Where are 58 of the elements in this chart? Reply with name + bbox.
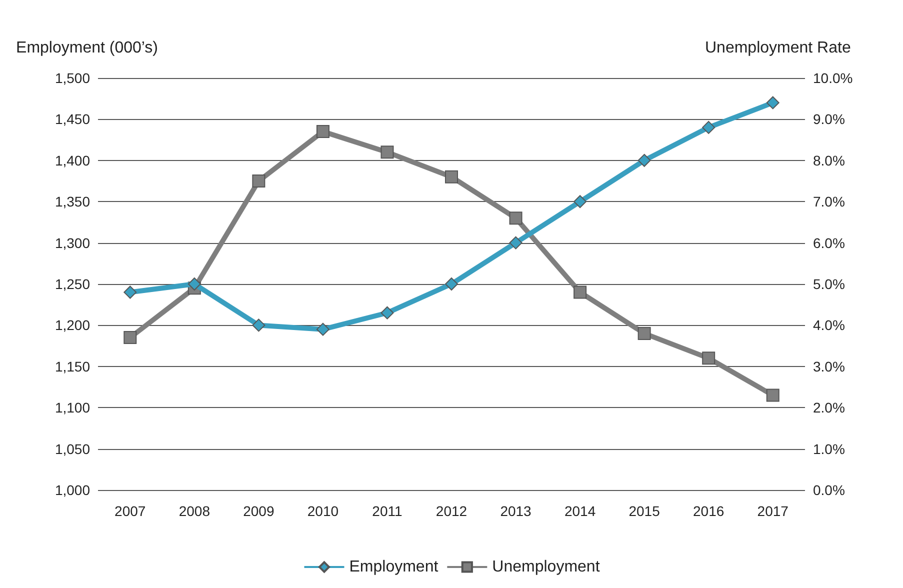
point	[509, 212, 522, 225]
y-tick-label: 1,300	[54, 234, 90, 251]
point	[702, 120, 716, 134]
y-tick-label: 1,000	[54, 482, 90, 498]
x-tick-label: 2017	[757, 503, 789, 519]
x-tick-label: 2008	[178, 503, 210, 519]
x-tick-label: 2015	[628, 503, 660, 519]
y-tick-label: 1,200	[54, 317, 90, 334]
point	[574, 286, 587, 299]
y2-tick-label: 4.0%	[813, 317, 845, 334]
x-tick-label: 2016	[693, 503, 724, 519]
point	[509, 236, 522, 250]
point	[316, 322, 330, 336]
x-tick-label: 2009	[243, 503, 274, 519]
point	[766, 96, 780, 110]
y2-tick-label: 2.0%	[813, 400, 845, 416]
point	[766, 388, 780, 402]
y2-tick-label: 10.0%	[813, 70, 853, 86]
y-tick-label: 1,150	[54, 358, 90, 374]
y2-tick-label: 8.0%	[813, 152, 845, 168]
point	[702, 352, 716, 365]
point	[638, 326, 651, 340]
y2-axis-title: Unemployment Rate	[705, 40, 851, 56]
x-tick-label: 2012	[436, 503, 468, 519]
y2-tick-label: 0.0%	[813, 482, 845, 498]
y2-tick-label: 6.0%	[813, 234, 845, 251]
point	[445, 170, 458, 184]
legend-label: Employment	[349, 558, 439, 576]
y2-tick-label: 7.0%	[813, 194, 845, 210]
x-tick-label: 2011	[372, 503, 402, 519]
point	[124, 286, 137, 299]
x-tick-label: 2014	[564, 503, 596, 519]
point	[252, 318, 266, 332]
legend-label: Unemployment	[492, 558, 600, 576]
point	[380, 306, 394, 320]
x-tick-label: 2010	[307, 503, 339, 519]
y-tick-label: 1,250	[54, 276, 90, 292]
point	[252, 174, 266, 188]
x-tick-label: 2007	[114, 503, 146, 519]
y-axis-title: Employment (000’s)	[16, 40, 158, 56]
y2-tick-label: 9.0%	[813, 111, 845, 128]
point	[638, 154, 651, 167]
y-tick-label: 1,100	[54, 400, 90, 416]
y-tick-label: 1,500	[54, 70, 90, 86]
y-tick-label: 1,350	[54, 194, 90, 210]
point	[188, 278, 201, 290]
point	[316, 125, 330, 138]
y-tick-label: 1,400	[54, 152, 90, 168]
y2-tick-label: 1.0%	[813, 440, 845, 457]
y-tick-label: 1,050	[54, 440, 90, 457]
point	[380, 146, 394, 159]
y-tick-label: 1,450	[54, 111, 90, 128]
point	[124, 331, 137, 344]
x-tick-label: 2013	[500, 503, 532, 519]
y2-tick-label: 5.0%	[813, 276, 845, 292]
point	[445, 278, 458, 290]
point	[574, 195, 587, 208]
y2-tick-label: 3.0%	[813, 358, 845, 374]
